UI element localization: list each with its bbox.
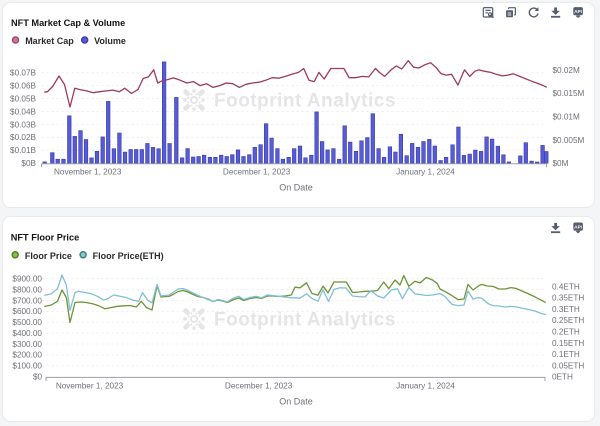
svg-text:$200.00: $200.00: [12, 351, 42, 360]
svg-text:API: API: [574, 225, 582, 230]
svg-text:API: API: [574, 9, 582, 14]
svg-text:Footprint Analytics: Footprint Analytics: [214, 91, 396, 112]
svg-text:Floor Price: Floor Price: [25, 251, 72, 261]
svg-text:$800.00: $800.00: [12, 286, 42, 295]
svg-text:0ETH: 0ETH: [552, 373, 573, 382]
svg-text:$0M: $0M: [553, 159, 569, 168]
svg-text:$0.04B: $0.04B: [10, 107, 36, 116]
svg-text:November 1, 2023: November 1, 2023: [56, 381, 124, 390]
svg-text:$0B: $0B: [21, 159, 36, 168]
svg-text:$0.02B: $0.02B: [10, 133, 36, 142]
svg-text:December 1, 2023: December 1, 2023: [225, 381, 293, 390]
svg-text:$100.00: $100.00: [12, 362, 42, 371]
svg-text:NFT Floor Price: NFT Floor Price: [11, 232, 79, 242]
svg-text:$0.01B: $0.01B: [10, 146, 36, 155]
svg-text:$0.03B: $0.03B: [10, 120, 36, 129]
svg-text:$400.00: $400.00: [12, 329, 42, 338]
svg-text:$500.00: $500.00: [12, 318, 42, 327]
svg-text:January 1, 2024: January 1, 2024: [396, 381, 455, 390]
svg-text:Market Cap: Market Cap: [25, 36, 74, 46]
svg-text:November 1, 2023: November 1, 2023: [54, 167, 122, 176]
svg-text:$700.00: $700.00: [12, 296, 42, 305]
svg-text:$0: $0: [33, 373, 43, 382]
svg-text:0.15ETH: 0.15ETH: [552, 339, 584, 348]
svg-text:On Date: On Date: [279, 183, 313, 193]
svg-text:$900.00: $900.00: [12, 275, 42, 284]
svg-text:Floor Price(ETH): Floor Price(ETH): [93, 251, 164, 261]
svg-text:$0.005M: $0.005M: [553, 136, 585, 145]
svg-text:Footprint Analytics: Footprint Analytics: [214, 310, 396, 331]
svg-text:$0.06B: $0.06B: [10, 82, 36, 91]
svg-text:$600.00: $600.00: [12, 307, 42, 316]
svg-text:0.1ETH: 0.1ETH: [552, 350, 580, 359]
svg-text:NFT Market Cap & Volume: NFT Market Cap & Volume: [11, 18, 125, 28]
svg-text:January 1, 2024: January 1, 2024: [396, 167, 455, 176]
svg-text:December 1, 2023: December 1, 2023: [223, 167, 291, 176]
svg-text:$0.01M: $0.01M: [553, 113, 580, 122]
svg-text:$0.05B: $0.05B: [10, 94, 36, 103]
svg-text:0.25ETH: 0.25ETH: [552, 316, 584, 325]
svg-text:0.35ETH: 0.35ETH: [552, 294, 584, 303]
svg-text:0.4ETH: 0.4ETH: [552, 282, 580, 291]
svg-text:Volume: Volume: [94, 36, 126, 46]
svg-text:0.3ETH: 0.3ETH: [552, 305, 580, 314]
svg-text:$0.015M: $0.015M: [553, 89, 585, 98]
svg-text:On Date: On Date: [279, 397, 313, 407]
svg-text:$300.00: $300.00: [12, 340, 42, 349]
svg-text:0.2ETH: 0.2ETH: [552, 328, 580, 337]
svg-text:$0.02M: $0.02M: [553, 66, 580, 75]
svg-text:0.05ETH: 0.05ETH: [552, 361, 584, 370]
svg-text:$0.07B: $0.07B: [10, 69, 36, 78]
